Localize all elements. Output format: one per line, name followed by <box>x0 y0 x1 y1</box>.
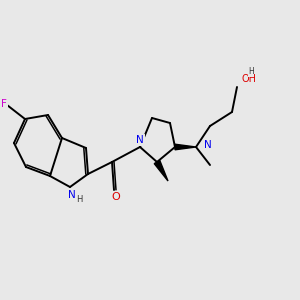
Text: H: H <box>76 196 82 205</box>
Text: F: F <box>1 99 7 109</box>
Text: H: H <box>248 68 254 76</box>
Text: N: N <box>204 140 212 150</box>
Text: O: O <box>112 192 120 202</box>
Polygon shape <box>154 160 168 181</box>
Text: N: N <box>136 135 144 145</box>
Polygon shape <box>175 144 196 150</box>
Text: N: N <box>68 190 76 200</box>
Text: OH: OH <box>242 74 257 84</box>
